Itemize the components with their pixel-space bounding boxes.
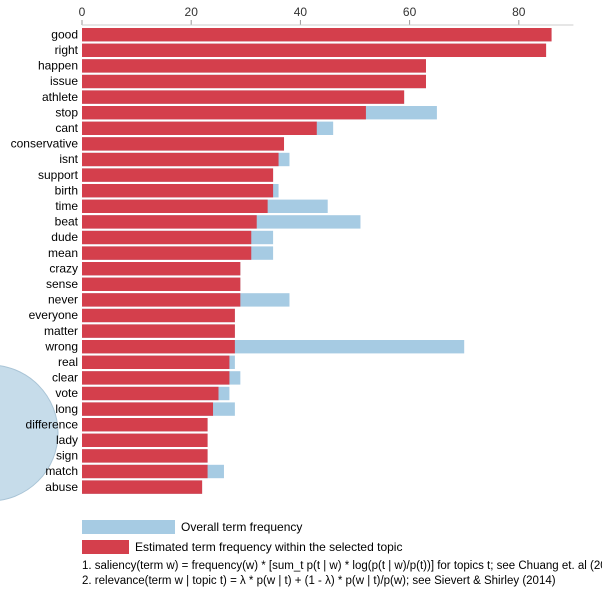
- topic-bar[interactable]: [82, 340, 235, 354]
- topic-bar[interactable]: [82, 74, 426, 89]
- relevance-note: 2. relevance(term w | topic t) = λ * p(w…: [82, 575, 556, 587]
- x-axis: 0 20 40 60 80: [79, 5, 574, 26]
- topic-circle-partial[interactable]: [0, 365, 59, 501]
- term-label[interactable]: mean: [48, 246, 78, 260]
- term-label[interactable]: issue: [50, 74, 78, 88]
- topic-bar[interactable]: [82, 215, 257, 229]
- term-label[interactable]: clear: [52, 371, 78, 385]
- term-label[interactable]: lady: [56, 433, 78, 447]
- term-label[interactable]: time: [55, 199, 78, 213]
- topic-bar[interactable]: [82, 355, 230, 369]
- topic-bar[interactable]: [82, 402, 214, 416]
- term-label[interactable]: conservative: [11, 137, 79, 151]
- term-label[interactable]: wrong: [44, 339, 78, 353]
- topic-bar[interactable]: [82, 433, 208, 447]
- topic-bar[interactable]: [82, 121, 317, 135]
- term-label[interactable]: support: [38, 168, 79, 182]
- x-tick-label: 80: [512, 5, 526, 19]
- term-label[interactable]: matter: [44, 324, 78, 338]
- topic-bar[interactable]: [82, 418, 208, 432]
- saliency-note: 1. saliency(term w) = frequency(w) * [su…: [82, 560, 602, 572]
- term-label[interactable]: match: [45, 464, 78, 478]
- term-label[interactable]: athlete: [42, 90, 78, 104]
- legend-overall-label: Overall term frequency: [181, 520, 302, 534]
- term-label[interactable]: sign: [56, 449, 78, 463]
- x-tick-label: 20: [185, 5, 199, 19]
- topic-bar[interactable]: [82, 308, 235, 323]
- term-label[interactable]: birth: [55, 183, 78, 197]
- topic-bar[interactable]: [82, 59, 426, 73]
- topic-bar[interactable]: [82, 449, 208, 463]
- topic-bar[interactable]: [82, 464, 208, 479]
- term-label[interactable]: dude: [51, 230, 78, 244]
- topic-frequency-bars: [82, 28, 552, 494]
- term-label[interactable]: never: [48, 293, 78, 307]
- topic-bar[interactable]: [82, 246, 252, 260]
- topic-bar[interactable]: [82, 324, 235, 338]
- term-label[interactable]: difference: [26, 417, 79, 431]
- term-label[interactable]: isnt: [59, 152, 78, 166]
- term-label[interactable]: right: [55, 43, 79, 57]
- x-tick-label: 0: [79, 5, 86, 19]
- topic-bar[interactable]: [82, 277, 241, 291]
- topic-bar[interactable]: [82, 480, 203, 494]
- topic-bar[interactable]: [82, 28, 552, 42]
- term-label[interactable]: stop: [55, 105, 78, 119]
- term-label[interactable]: long: [55, 402, 78, 416]
- topic-bar[interactable]: [82, 199, 268, 213]
- term-label[interactable]: happen: [38, 59, 78, 73]
- topic-bar[interactable]: [82, 43, 547, 57]
- term-label[interactable]: real: [58, 355, 78, 369]
- term-label[interactable]: abuse: [45, 480, 78, 494]
- legend-overall-swatch: [82, 520, 175, 534]
- topic-bar[interactable]: [82, 152, 279, 167]
- topic-bar[interactable]: [82, 168, 274, 182]
- topic-bar[interactable]: [82, 230, 252, 245]
- legend-topic-label: Estimated term frequency within the sele…: [135, 540, 402, 554]
- term-label[interactable]: good: [51, 27, 78, 41]
- topic-bar[interactable]: [82, 137, 285, 151]
- term-label[interactable]: everyone: [29, 308, 79, 322]
- topic-bar[interactable]: [82, 184, 274, 198]
- topic-bar[interactable]: [82, 106, 366, 120]
- topic-bar[interactable]: [82, 293, 241, 307]
- term-label[interactable]: sense: [46, 277, 78, 291]
- x-tick-label: 60: [403, 5, 417, 19]
- legend-topic-swatch: [82, 540, 129, 554]
- topic-bar[interactable]: [82, 90, 405, 104]
- term-label[interactable]: beat: [55, 215, 79, 229]
- term-label[interactable]: cant: [55, 121, 78, 135]
- term-label[interactable]: vote: [55, 386, 78, 400]
- topic-bar[interactable]: [82, 371, 230, 385]
- term-label[interactable]: crazy: [49, 261, 78, 275]
- topic-bar[interactable]: [82, 386, 219, 401]
- topic-bar[interactable]: [82, 262, 241, 276]
- x-tick-label: 40: [294, 5, 308, 19]
